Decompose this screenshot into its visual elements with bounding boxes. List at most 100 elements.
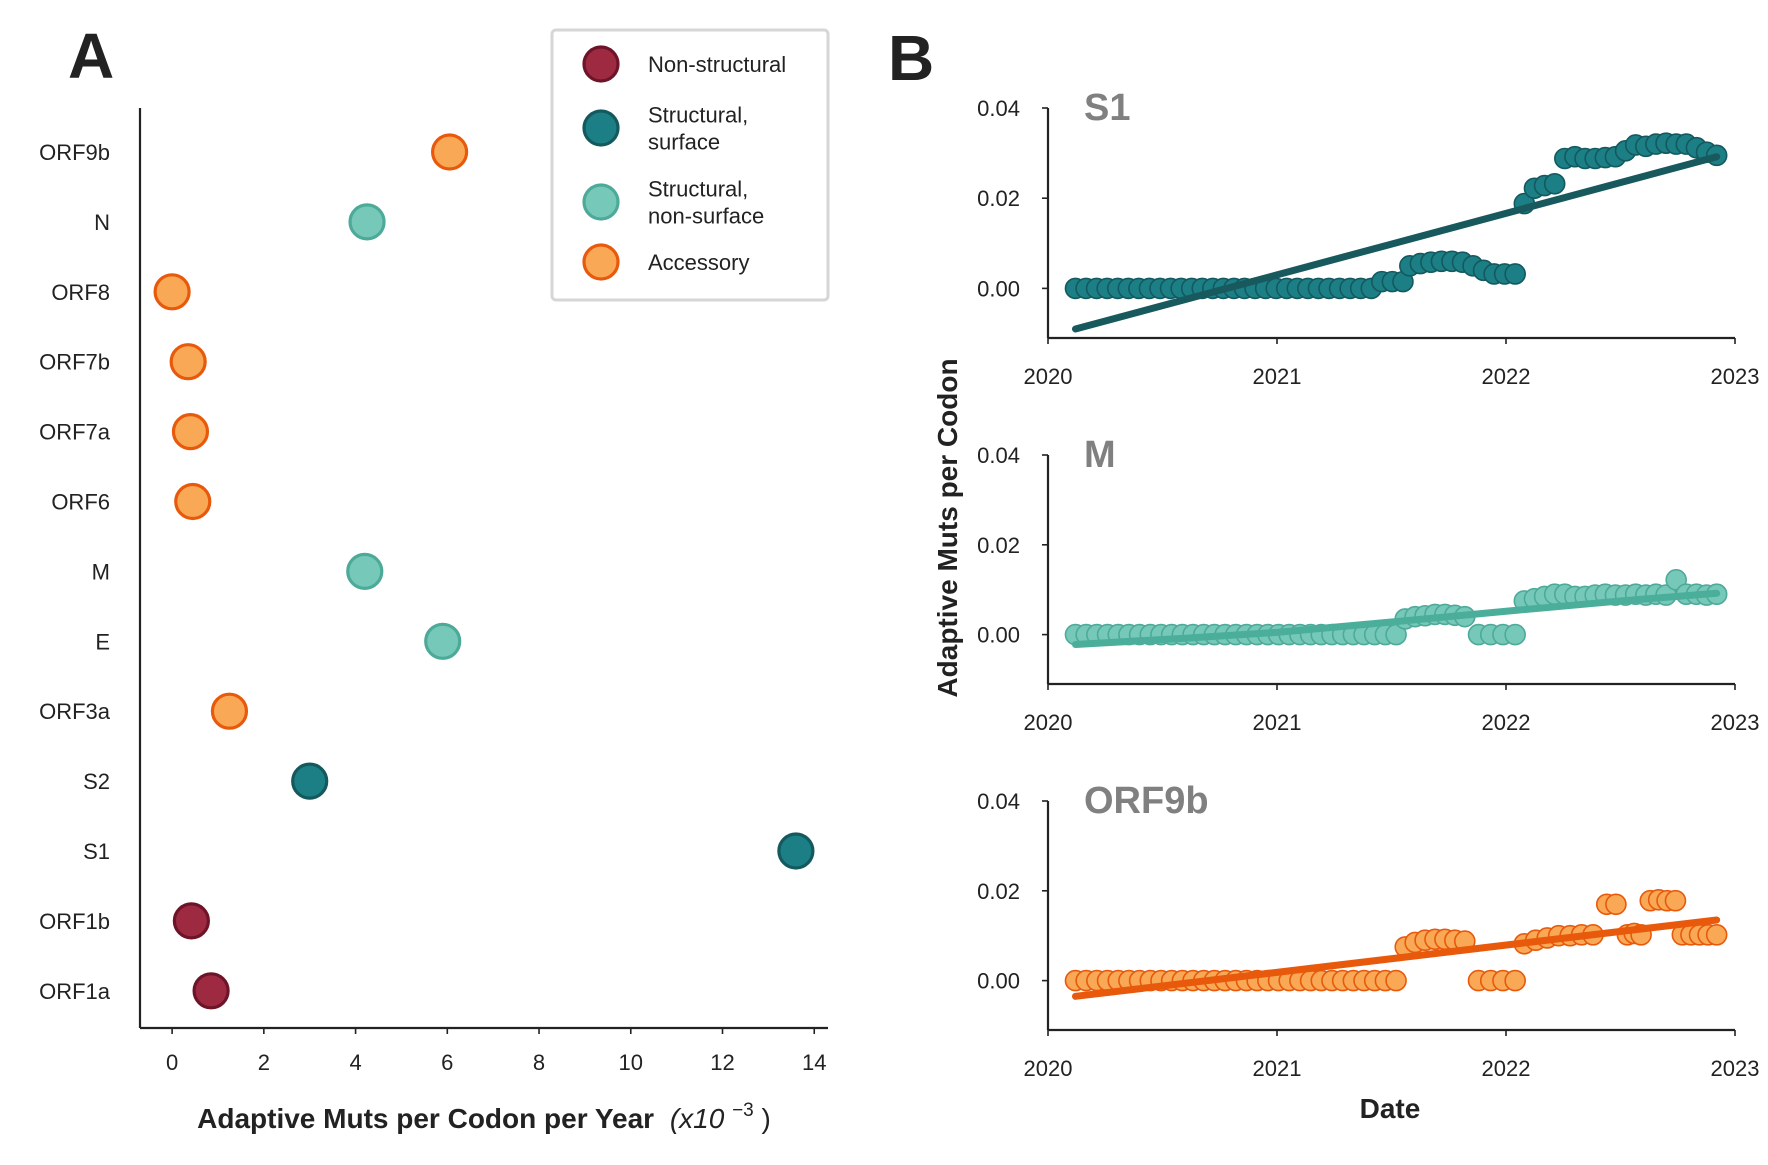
panel-a-point-orf1a (192, 972, 230, 1010)
panel-b-x-axis-title: Date (1360, 1093, 1421, 1124)
subplot-points (1064, 888, 1728, 992)
subplot-title: M (1084, 434, 1116, 476)
subplot-y-tick-label: 0.02 (977, 186, 1020, 211)
panel-a-category-label: E (95, 629, 110, 654)
panel-a-x-tick-label: 14 (802, 1050, 826, 1075)
subplot-point (1504, 623, 1526, 646)
panel-a-category-label: ORF7a (39, 420, 111, 445)
panel-a-point-orf9b (431, 133, 469, 171)
subplot-point (1705, 924, 1728, 946)
subplot-x-tick-label: 2021 (1253, 1056, 1302, 1081)
subplot-title: ORF9b (1084, 780, 1209, 822)
panel-a-category-label: ORF9b (39, 140, 110, 165)
panel-a-category-label: N (94, 210, 110, 235)
panel-a-x-tick-label: 10 (619, 1050, 643, 1075)
subplot-m: 0.00 0.02 0.04 2020 2021 2022 2023 M (977, 434, 1759, 735)
panel-a-point-s2 (291, 762, 329, 800)
panel-a-x-tick-label: 0 (166, 1050, 178, 1075)
subplot-point (1664, 889, 1687, 912)
panel-a-point-e (424, 622, 462, 660)
subplot-title: S1 (1084, 87, 1130, 129)
panel-b: B Adaptive Muts per Codon Date 0.000.020… (888, 22, 1759, 1124)
subplot-y-tick-label: 0.02 (977, 533, 1020, 558)
subplot-point (1504, 263, 1526, 285)
subplot-point (1605, 893, 1627, 916)
panel-a-x-axis-title: Adaptive Muts per Codon per Year (x10 −3… (197, 1091, 771, 1134)
panel-a-category-label: ORF6 (51, 490, 110, 515)
panel-a-point-n (348, 203, 386, 241)
subplot-point (1504, 969, 1526, 992)
panel-a-x-tick-label: 4 (349, 1050, 361, 1075)
legend-marker (582, 109, 620, 147)
subplot-y-tick-label: 0.00 (977, 969, 1020, 994)
legend-label: Accessory (648, 250, 749, 275)
panel-a-point-orf7b (169, 343, 207, 381)
subplot-x-tick-label: 2023 (1711, 364, 1760, 389)
panel-a-category-label: ORF8 (51, 280, 110, 305)
panel-a-point-orf7a (171, 413, 210, 451)
subplot-y-tick-label: 0.00 (977, 276, 1020, 301)
panel-a-category-label: ORF1b (39, 909, 110, 934)
panel-a-category-labels: ORF9b N ORF8 ORF7b ORF7a ORF6 M E ORF3a S2 S1 ORF1b… (39, 140, 111, 1004)
subplot-y-tick-label: 0.04 (977, 789, 1020, 814)
legend-label: Structural, (648, 103, 748, 128)
panel-a-point-m (346, 552, 384, 591)
panel-a-category-label: ORF7b (39, 350, 110, 375)
panel-letter-b: B (888, 22, 934, 94)
panel-a-x-tick-label: 8 (533, 1050, 545, 1075)
panel-letter-a: A (68, 20, 114, 92)
subplot-point (1543, 172, 1566, 195)
subplot-y-tick-label: 0.02 (977, 879, 1020, 904)
legend-label: Structural, (648, 177, 748, 202)
panel-a-category-label: S1 (83, 839, 110, 864)
subplot-x-tick-label: 2022 (1482, 1056, 1531, 1081)
panel-a-point-orf1b (172, 902, 210, 940)
panel-a-points (153, 133, 815, 1010)
panel-a-point-orf3a (210, 692, 249, 730)
legend-label: Non-structural (648, 52, 786, 77)
subplot-y-tick-label: 0.04 (977, 443, 1020, 468)
panel-a-x-tick-label: 6 (441, 1050, 453, 1075)
legend-marker (582, 243, 620, 281)
subplot-x-tick-label: 2023 (1711, 1056, 1760, 1081)
subplot-x-tick-label: 2020 (1024, 1056, 1073, 1081)
subplot-trend-line (1071, 153, 1721, 333)
subplot-trend-line (1071, 589, 1721, 648)
panel-a-x-axis-title-main: Adaptive Muts per Codon per Year (197, 1103, 654, 1134)
panel-a-x-tick-label: 2 (258, 1050, 270, 1075)
subplot-orf9b: 0.00 0.02 0.04 2020 2021 2022 2023 ORF9b (977, 780, 1759, 1081)
subplot-y-tick-label: 0.04 (977, 96, 1020, 121)
subplot-trend-line (1071, 916, 1721, 1000)
subplot-x-tick-label: 2023 (1711, 710, 1760, 735)
panel-a-category-label: ORF3a (39, 699, 111, 724)
panel-a: A 0 2 4 6 8 10 12 14 ORF9b N ORF8 ORF7b ORF7a ORF6 M E… (39, 20, 830, 1134)
legend-frame (550, 28, 830, 302)
legend-marker (582, 45, 620, 83)
subplot-points (1064, 132, 1728, 300)
panel-a-x-axis-title-unit: (x10 (670, 1103, 725, 1134)
legend: Non-structuralStructural,surfaceStructur… (550, 28, 830, 302)
legend-label: surface (648, 130, 720, 155)
subplot-x-tick-label: 2021 (1253, 710, 1302, 735)
panel-b-shared-y-axis-title: Adaptive Muts per Codon (932, 358, 963, 697)
subplot-x-tick-label: 2021 (1253, 364, 1302, 389)
subplot-x-tick-label: 2020 (1024, 364, 1073, 389)
subplot-y-tick-label: 0.00 (977, 623, 1020, 648)
subplot-point (1385, 969, 1407, 992)
panel-a-category-label: ORF1a (39, 979, 111, 1004)
panel-a-x-axis-title-exponent: −3 (732, 1100, 754, 1121)
subplot-x-tick-label: 2020 (1024, 710, 1073, 735)
subplot-points (1064, 569, 1728, 646)
panel-a-x-tick-label: 12 (710, 1050, 734, 1075)
panel-a-ticks: 0 2 4 6 8 10 12 14 (166, 1028, 826, 1075)
legend-marker (582, 183, 620, 221)
subplot-x-tick-label: 2022 (1482, 364, 1531, 389)
panel-a-x-axis-title-close: ) (762, 1103, 771, 1134)
panel-a-point-orf8 (153, 273, 191, 311)
panel-a-category-label: M (92, 559, 110, 584)
panel-a-point-s1 (777, 832, 815, 870)
subplot-x-tick-label: 2022 (1482, 710, 1531, 735)
subplot-s1: 0.00 0.02 0.04 2020 2021 2022 2023 S1 (977, 87, 1759, 389)
